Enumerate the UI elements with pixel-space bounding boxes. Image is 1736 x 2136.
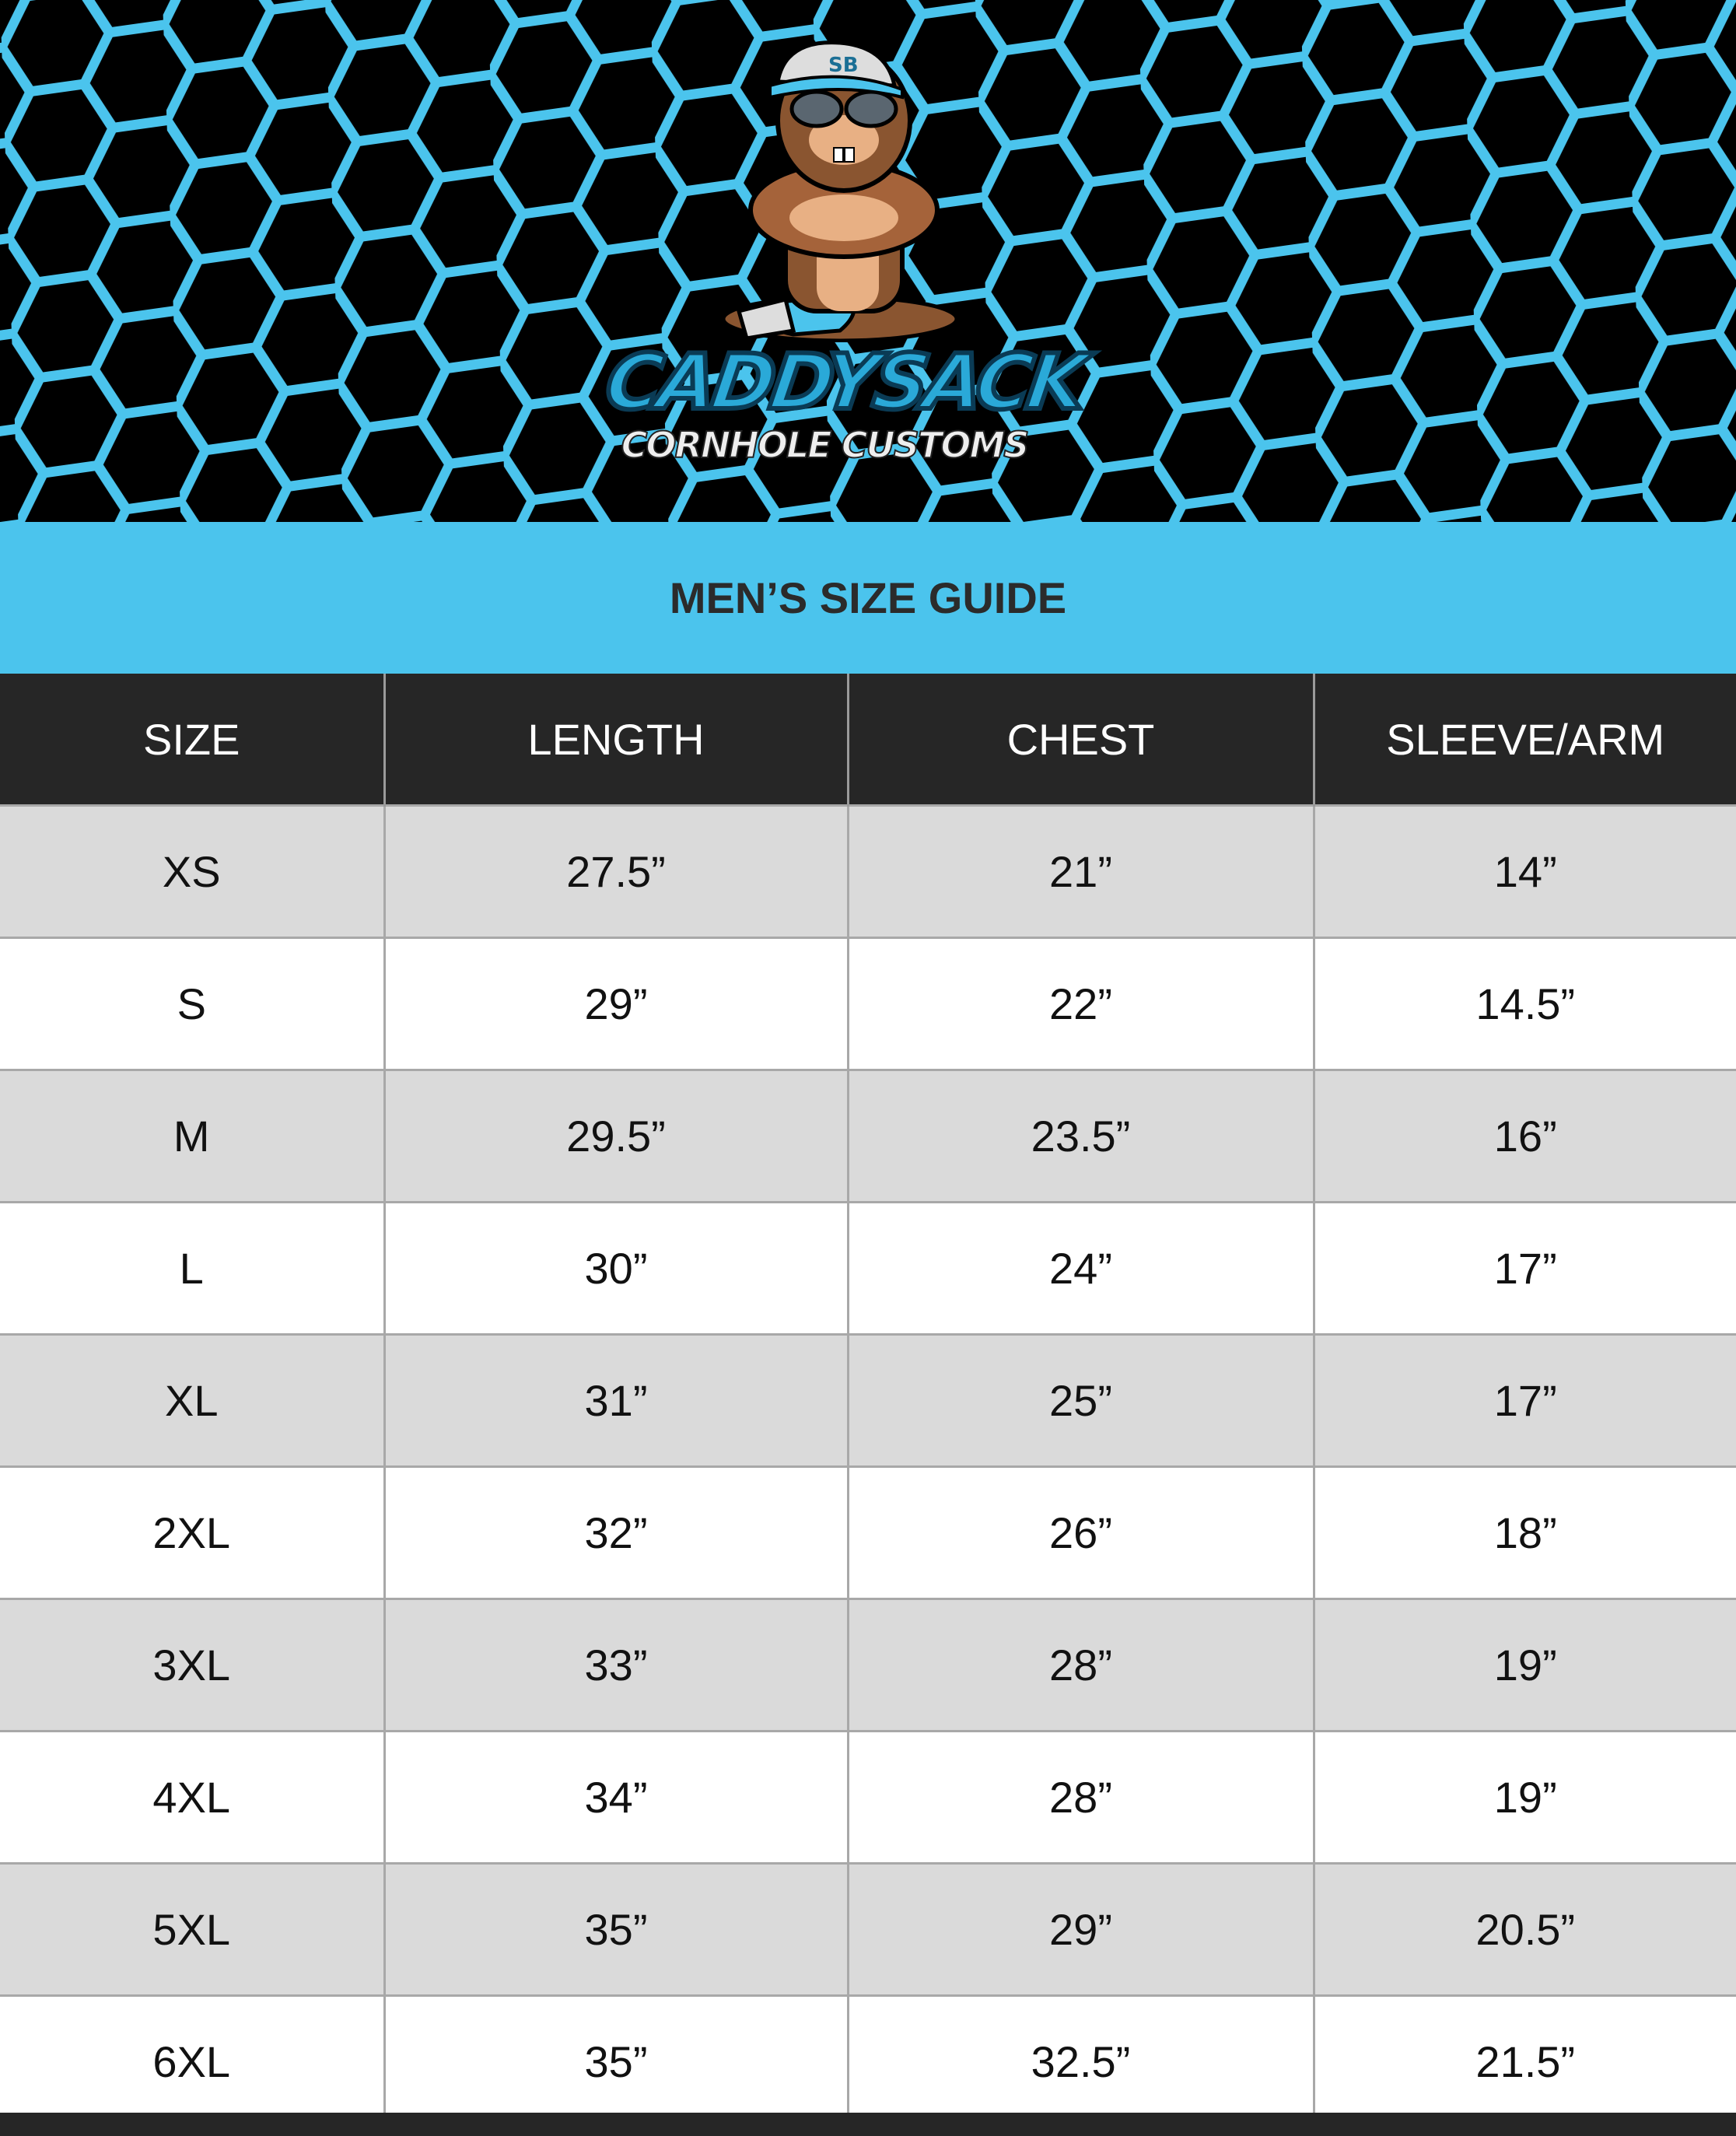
table-row: 5XL 35” 29” 20.5” [0,1862,1736,1996]
cell-size: S [0,937,384,1070]
column-header-size: SIZE [0,674,384,806]
table-row: 4XL 34” 28” 19” [0,1730,1736,1864]
cell-chest: 24” [846,1201,1314,1335]
table-row: XS 27.5” 21” 14” [0,804,1736,938]
beaver-mascot-icon: SB [721,40,959,342]
cell-sleeve: 18” [1312,1465,1736,1599]
cell-chest: 28” [846,1730,1314,1864]
page-title: MEN’S SIZE GUIDE [669,573,1067,622]
cell-length: 29.5” [383,1069,848,1203]
logo-wordmark: CADDYSACK [598,336,1090,429]
cell-size: 6XL [0,1994,384,2127]
cell-sleeve: 17” [1312,1333,1736,1467]
cell-length: 35” [383,1994,848,2127]
cell-size: 3XL [0,1598,384,1732]
table-header-row: SIZE LENGTH CHEST SLEEVE/ARM [0,674,1736,806]
cell-size: 2XL [0,1465,384,1599]
table-row: M 29.5” 23.5” 16” [0,1069,1736,1203]
cell-sleeve: 14” [1312,804,1736,938]
cell-sleeve: 17” [1312,1201,1736,1335]
cell-length: 27.5” [383,804,848,938]
cell-chest: 32.5” [846,1994,1314,2127]
table-row: 6XL 35” 32.5” 21.5” [0,1994,1736,2127]
cell-chest: 28” [846,1598,1314,1732]
cell-size: 5XL [0,1862,384,1996]
table-row: L 30” 24” 17” [0,1201,1736,1335]
cell-length: 31” [383,1333,848,1467]
table-row: XL 31” 25” 17” [0,1333,1736,1467]
cell-chest: 29” [846,1862,1314,1996]
cell-length: 35” [383,1862,848,1996]
size-table: SIZE LENGTH CHEST SLEEVE/ARM XS 27.5” 21” 1… [0,674,1736,2127]
cell-chest: 23.5” [846,1069,1314,1203]
logo-tagline: CORNHOLE CUSTOMS [621,423,1031,467]
cell-size: XL [0,1333,384,1467]
cell-length: 29” [383,937,848,1070]
cell-sleeve: 20.5” [1312,1862,1736,1996]
title-band: MEN’S SIZE GUIDE [0,522,1736,674]
cell-chest: 26” [846,1465,1314,1599]
header-banner: SB CADDYSACK CORNHOLE CUSTOMS [0,0,1736,522]
cell-length: 34” [383,1730,848,1864]
table-row: S 29” 22” 14.5” [0,937,1736,1070]
cell-sleeve: 19” [1312,1730,1736,1864]
column-header-length: LENGTH [383,674,848,806]
cell-size: XS [0,804,384,938]
cell-length: 32” [383,1465,848,1599]
cap-monogram: SB [828,54,859,77]
cell-length: 33” [383,1598,848,1732]
cell-size: L [0,1201,384,1335]
cell-size: M [0,1069,384,1203]
footer-bar [0,2113,1736,2136]
cell-sleeve: 16” [1312,1069,1736,1203]
cell-chest: 21” [846,804,1314,938]
table-row: 2XL 32” 26” 18” [0,1465,1736,1599]
cell-sleeve: 21.5” [1312,1994,1736,2127]
cell-chest: 25” [846,1333,1314,1467]
caddysack-logo: SB CADDYSACK CORNHOLE CUSTOMS [598,31,1090,490]
column-header-sleeve: SLEEVE/ARM [1312,674,1736,806]
cell-sleeve: 14.5” [1312,937,1736,1070]
table-row: 3XL 33” 28” 19” [0,1598,1736,1732]
cell-size: 4XL [0,1730,384,1864]
cell-chest: 22” [846,937,1314,1070]
column-header-chest: CHEST [846,674,1314,806]
cell-length: 30” [383,1201,848,1335]
cell-sleeve: 19” [1312,1598,1736,1732]
